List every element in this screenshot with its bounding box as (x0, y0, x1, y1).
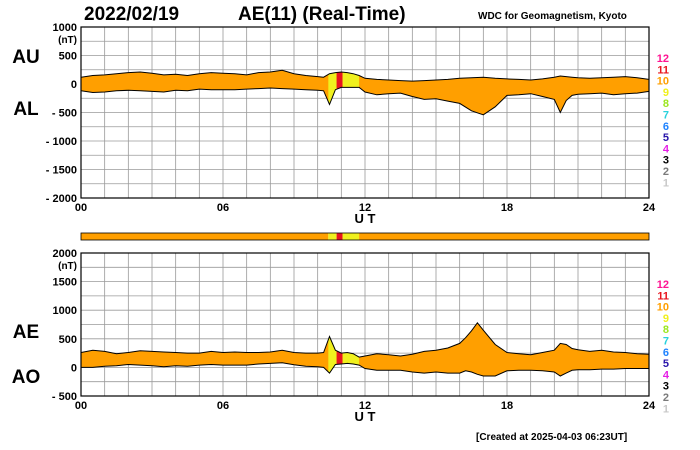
y-tick-label: 1000 (53, 22, 77, 34)
y-tick-label: 0 (71, 362, 77, 374)
legend-level-10: 10 (657, 302, 669, 314)
ae-ao-panel: 2000 1500 1000 500 0 - 500 (nT) 00 06 12 18 24 U T AE… (12, 248, 656, 424)
y-tick-label: - 500 (52, 391, 77, 403)
legend-level-9: 9 (663, 87, 669, 99)
status-segment (359, 233, 649, 240)
y-tick-label: - 2000 (46, 193, 77, 205)
status-bar (80, 232, 650, 241)
index-range-area (81, 70, 649, 115)
legend-level-7: 7 (663, 110, 669, 122)
activity-highlight-area (328, 72, 337, 105)
y-unit-label: (nT) (58, 261, 77, 272)
status-segment (342, 233, 360, 240)
series-label-ao: AO (12, 367, 41, 388)
status-segment (81, 233, 329, 240)
status-segment (328, 233, 337, 240)
series-line-au (81, 69, 649, 82)
x-tick-label: 00 (75, 202, 87, 214)
y-unit-label: (nT) (58, 35, 77, 46)
plot-date: 2022/02/19 (84, 4, 180, 25)
legend-level-3: 3 (663, 381, 669, 393)
status-segment (336, 233, 343, 240)
legend-level-5: 5 (663, 132, 669, 144)
x-tick-label: 12 (359, 202, 371, 214)
legend-level-2: 2 (663, 166, 669, 178)
legend-level-8: 8 (663, 98, 669, 110)
y-tick-label: 500 (59, 334, 77, 346)
y-tick-label: 2000 (53, 248, 77, 260)
y-tick-label: - 500 (52, 108, 77, 120)
legend-level-10: 10 (657, 76, 669, 88)
legend-level-9: 9 (663, 313, 669, 325)
legend-level-5: 5 (663, 358, 669, 370)
y-tick-label: - 1000 (46, 136, 77, 148)
x-tick-label: 24 (643, 400, 656, 412)
y-tick-label: - 1500 (46, 165, 77, 177)
series-label-al: AL (13, 99, 39, 120)
legend-level-2: 2 (663, 392, 669, 404)
x-tick-label: 12 (359, 400, 371, 412)
index-range-area (81, 322, 649, 376)
legend-level-1: 1 (663, 403, 669, 415)
legend-level-6: 6 (663, 347, 669, 359)
series-label-ae: AE (13, 322, 39, 343)
activity-highlight-area (336, 350, 343, 365)
series-label-au: AU (12, 47, 39, 68)
legend-level-7: 7 (663, 336, 669, 348)
y-tick-label: 1500 (53, 277, 77, 289)
grid-lines (80, 26, 650, 199)
legend-level-11: 11 (657, 290, 669, 302)
legend-level-6: 6 (663, 121, 669, 133)
x-tick-label: 18 (501, 202, 513, 214)
legend-level-3: 3 (663, 155, 669, 167)
activity-highlight-area (336, 72, 343, 90)
plot-title: AE(11) (Real-Time) (238, 4, 406, 25)
legend-level-8: 8 (663, 324, 669, 336)
x-tick-label: 18 (501, 400, 513, 412)
created-timestamp: [Created at 2025-04-03 06:23UT] (476, 432, 628, 443)
plot-frame (80, 252, 650, 397)
x-tick-label: 00 (75, 400, 87, 412)
plot-frame (80, 26, 650, 199)
activity-highlight-area (328, 336, 337, 374)
activity-highlight-area (342, 352, 360, 366)
x-tick-label: 06 (217, 400, 229, 412)
legend-level-4: 4 (663, 143, 670, 155)
legend-level-12: 12 (657, 279, 669, 291)
legend-level-12: 12 (657, 53, 669, 65)
legend-level-11: 11 (657, 64, 669, 76)
y-tick-label: 500 (59, 51, 77, 63)
x-tick-label: 24 (643, 202, 656, 214)
status-bar-frame (80, 232, 650, 241)
legend-level-1: 1 (663, 177, 669, 189)
series-line-al (81, 86, 649, 116)
x-axis-label: U T (355, 211, 376, 226)
y-tick-label: 1000 (53, 305, 77, 317)
au-al-panel: 1000 500 0 - 500 - 1000 - 1500 - 2000 (nT) 00 06 1… (12, 22, 656, 226)
legend-level-4: 4 (663, 369, 670, 381)
data-source-label: WDC for Geomagnetism, Kyoto (478, 11, 627, 22)
activity-highlight-area (342, 72, 360, 88)
y-tick-label: 0 (71, 79, 77, 91)
series-line-ae (81, 321, 649, 358)
x-tick-label: 06 (217, 202, 229, 214)
series-line-ao (81, 362, 649, 377)
x-axis-label: U T (355, 409, 376, 424)
